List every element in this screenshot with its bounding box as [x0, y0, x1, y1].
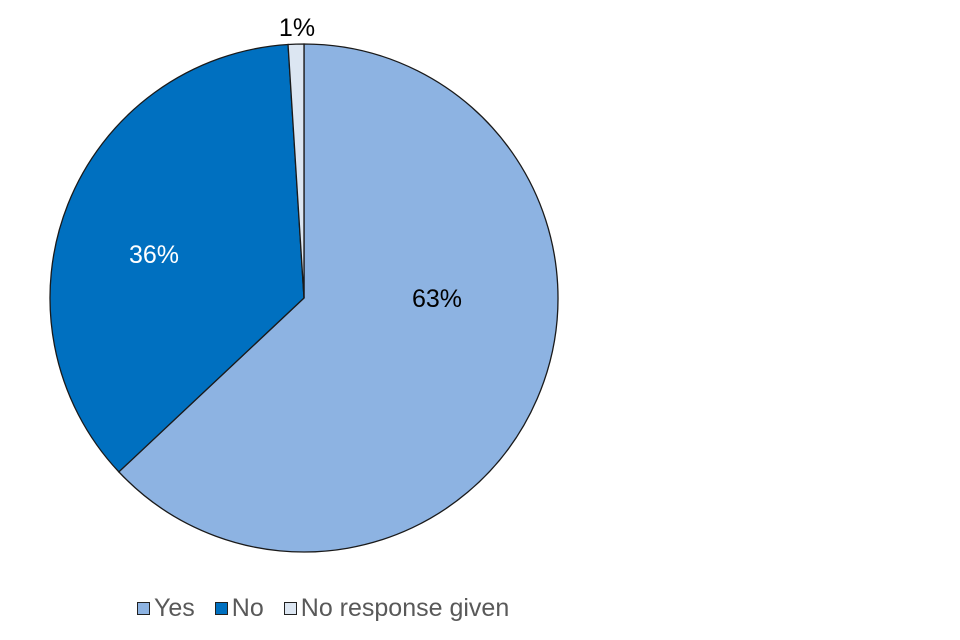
- legend-swatch-yes: [137, 602, 150, 615]
- legend-label-yes: Yes: [154, 594, 195, 622]
- legend: Yes No No response given: [137, 594, 529, 623]
- legend-swatch-no-response: [283, 602, 297, 615]
- pie-slice-no: [49, 43, 305, 473]
- legend-swatch-no: [214, 602, 228, 615]
- legend-item-no: No: [214, 594, 264, 623]
- legend-item-yes: Yes: [137, 594, 195, 623]
- data-label-no: 36%: [129, 241, 179, 269]
- legend-label-no: No: [231, 594, 264, 622]
- pie-slice-no-response: [287, 43, 305, 299]
- data-label-yes: 63%: [412, 285, 462, 313]
- pie-slice-yes: [117, 43, 559, 553]
- legend-item-no-response: No response given: [283, 594, 510, 623]
- data-label-no-response: 1%: [279, 14, 315, 42]
- legend-label-no-response: No response given: [300, 594, 510, 622]
